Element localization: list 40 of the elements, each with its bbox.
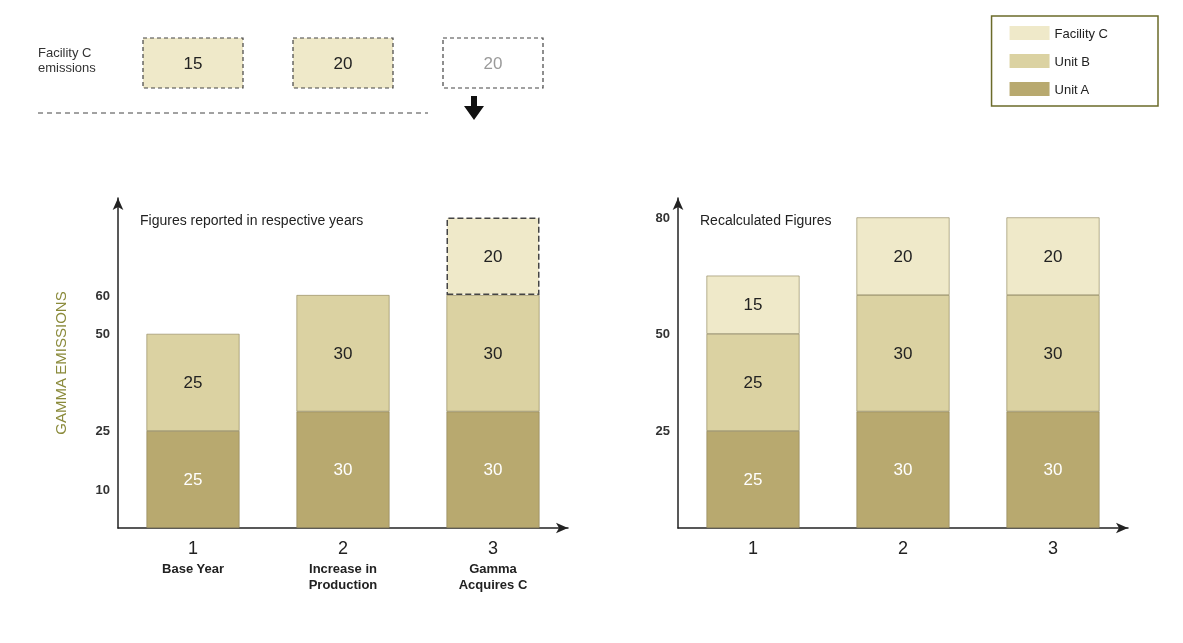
- y-tick-label: 50: [95, 326, 110, 342]
- data-label: 30: [333, 343, 353, 363]
- x-tick-label: 1: [747, 538, 759, 558]
- legend-label: Unit A: [1054, 81, 1090, 97]
- data-label: 30: [893, 460, 913, 480]
- legend-label: Facility C: [1054, 25, 1109, 41]
- data-label: 30: [893, 343, 913, 363]
- data-label: 20: [893, 246, 913, 266]
- legend-label: Unit B: [1054, 53, 1090, 69]
- y-tick-label: 25: [95, 423, 110, 439]
- text: 15: [183, 53, 203, 73]
- data-label: 25: [743, 372, 763, 392]
- text: Recalculated Figures: [700, 212, 832, 228]
- y-tick-label: 10: [95, 481, 110, 497]
- x-tick-label: 2: [897, 538, 909, 558]
- text: Facility C emissions: [38, 45, 97, 75]
- data-label: 25: [183, 469, 203, 489]
- data-label: 20: [483, 246, 503, 266]
- data-label: 25: [743, 469, 763, 489]
- y-tick-label: 80: [655, 209, 670, 225]
- x-tick-label: 1 Base Year: [162, 538, 224, 576]
- bar: [446, 217, 540, 296]
- text: 20: [483, 53, 503, 73]
- data-label: 15: [743, 295, 763, 315]
- x-tick-label: 3 Gamma Acquires C: [458, 538, 528, 592]
- y-axis-title: GAMMA EMISSIONS: [52, 291, 69, 435]
- x-tick-label: 3: [1047, 538, 1059, 558]
- y-tick-label: 60: [95, 287, 110, 303]
- data-label: 20: [1043, 246, 1063, 266]
- text: 20: [333, 53, 353, 73]
- x-tick-label: 2 Increase in Production: [308, 538, 378, 592]
- data-label: 25: [183, 372, 203, 392]
- data-label: 30: [483, 343, 503, 363]
- data-label: 30: [1043, 460, 1063, 480]
- text: Figures reported in respective years: [140, 212, 364, 228]
- data-label: 30: [1043, 343, 1063, 363]
- y-tick-label: 50: [655, 326, 670, 342]
- y-tick-label: 25: [655, 423, 670, 439]
- data-label: 30: [333, 460, 353, 480]
- data-label: 30: [483, 460, 503, 480]
